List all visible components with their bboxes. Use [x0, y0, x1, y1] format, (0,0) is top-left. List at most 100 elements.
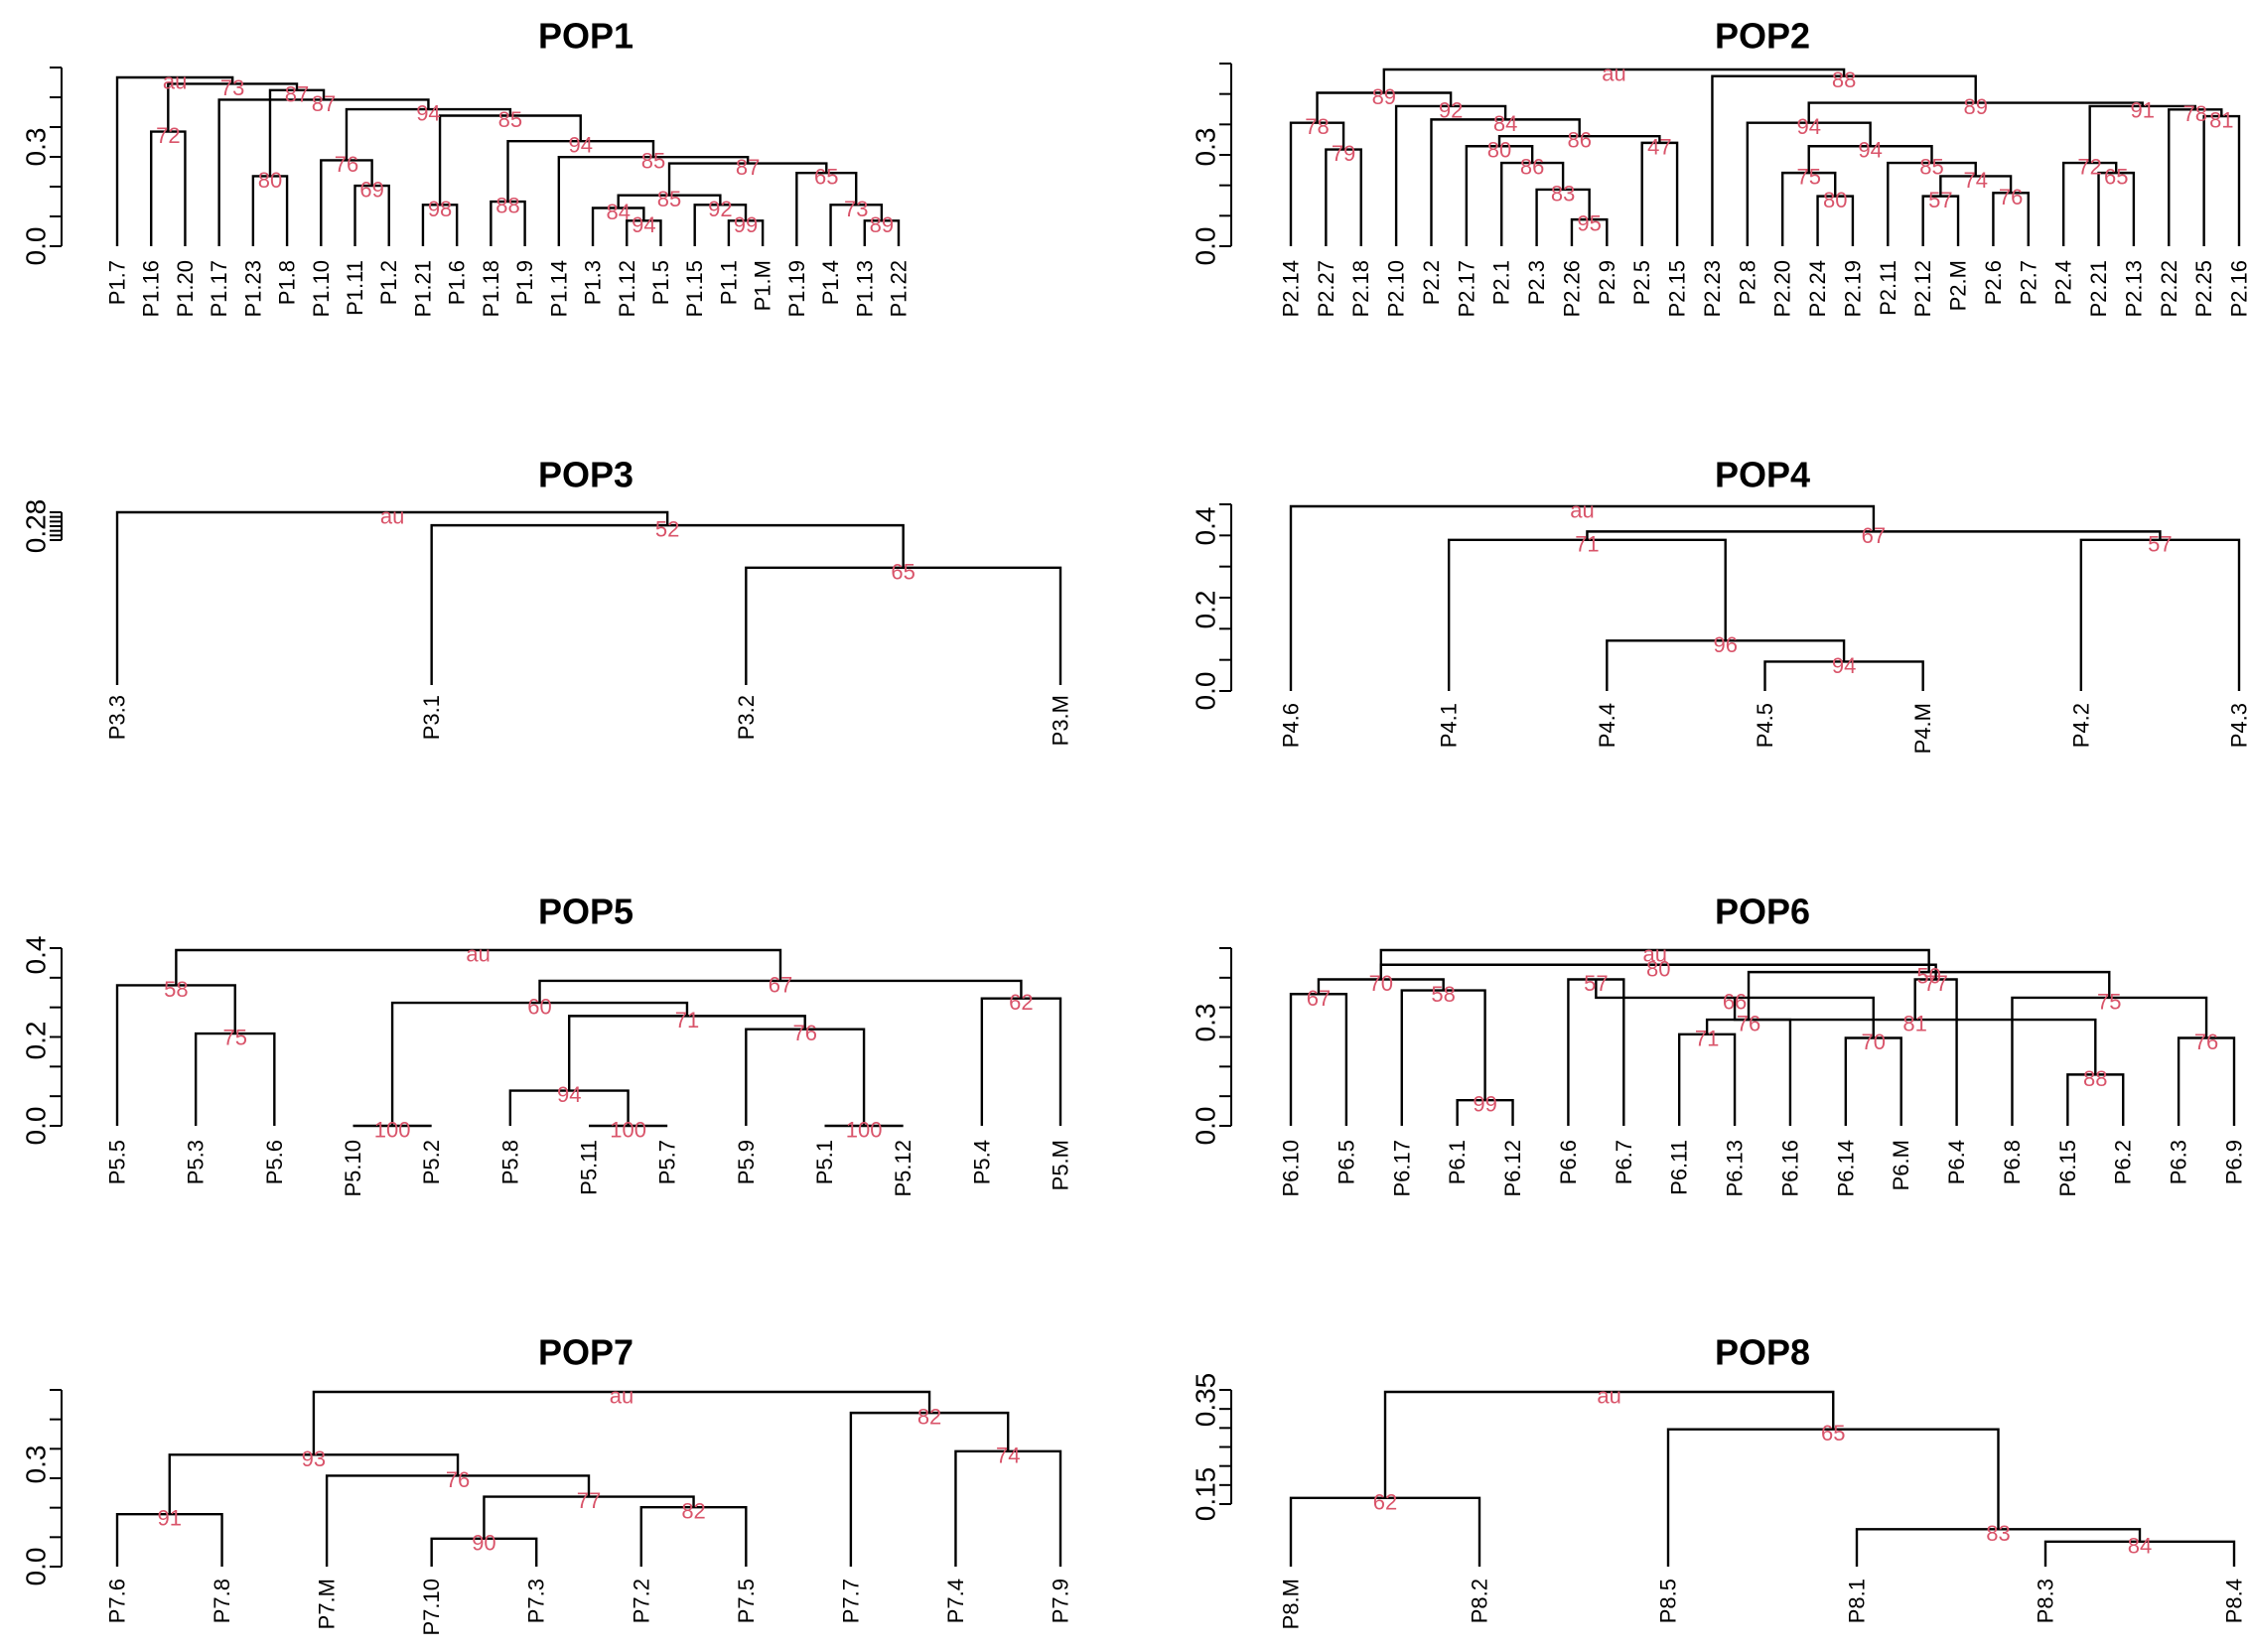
au-value-label: 67: [1862, 523, 1886, 548]
y-tick-label: 0.15: [1191, 1467, 1221, 1522]
dendrogram-links: [1289, 948, 2236, 1126]
dendrogram-link: [1379, 948, 1930, 980]
dendrogram-link: [353, 184, 390, 246]
y-tick-label: 0.3: [1191, 1004, 1221, 1042]
leaf-label: P2.15: [1665, 260, 1690, 318]
au-value-label: 85: [641, 149, 665, 174]
au-labels: 91 90 82 77 76 93 74 82 au: [158, 1384, 1021, 1556]
au-value-label: 57: [2148, 531, 2172, 556]
leaf-label: P2.12: [1910, 260, 1935, 318]
leaf-label: P2.18: [1348, 260, 1373, 318]
leaf-label: P5.7: [655, 1140, 680, 1184]
leaf-label: P1.22: [887, 260, 912, 318]
leaf-label: P2.M: [1946, 260, 1971, 311]
dendrogram-link: [268, 88, 326, 177]
au-value-label: 85: [498, 107, 522, 132]
leaf-label: P6.2: [2111, 1140, 2136, 1184]
leaf-label: P2.20: [1770, 260, 1795, 318]
au-value-label: 94: [632, 212, 655, 237]
leaf-label: P6.4: [1944, 1140, 1969, 1184]
leaf-label: P2.19: [1840, 260, 1865, 318]
au-value-label: 81: [1902, 1012, 1926, 1036]
leaf-label: P2.1: [1489, 260, 1514, 305]
dendrogram-link: [1456, 1098, 1514, 1126]
leaf-label: P8.5: [1656, 1579, 1681, 1623]
panel-title: POP3: [538, 455, 633, 495]
dendrogram-link: [980, 997, 1062, 1126]
y-tick-label: 0.4: [1191, 507, 1221, 546]
panel-title: POP4: [1715, 455, 1810, 495]
leaf-labels: P7.6 P7.8 P7.M P7.10 P7.3 P7.2 P7.5 P7.7 P7.4 P7.…: [105, 1579, 1073, 1636]
dendrogram-link: [1666, 1428, 2000, 1567]
leaf-label: P6.5: [1334, 1140, 1358, 1184]
dendrogram-link: [1711, 74, 1977, 246]
leaf-label: P2.24: [1805, 260, 1830, 318]
leaf-label: P6.8: [2000, 1140, 2025, 1184]
au-value-label: 66: [1723, 989, 1747, 1014]
dendrogram-link: [2168, 108, 2223, 246]
dendrogram-link: [745, 566, 1062, 685]
leaf-label: P1.13: [852, 260, 877, 318]
au-value-label: 69: [359, 178, 383, 203]
au-value-label: 84: [1493, 111, 1517, 136]
leaf-label: P6.10: [1279, 1140, 1304, 1197]
leaf-label: P6.11: [1667, 1140, 1692, 1195]
dendrogram-link: [421, 204, 459, 246]
au-value-label: 77: [1923, 971, 1947, 996]
dendrogram-links: [115, 510, 1062, 685]
dendrogram-panel-3: POP3 0.28 65 52 au P3.3 P3.1 P3.2 P3.M: [21, 455, 1073, 747]
leaf-label: P7.5: [734, 1579, 759, 1623]
au-value-label: 86: [1567, 128, 1591, 153]
leaf-label: P4.1: [1437, 703, 1462, 748]
leaf-label: P2.3: [1524, 260, 1549, 305]
au-value-label: 65: [891, 559, 914, 584]
au-value-label: 82: [681, 1499, 705, 1524]
au-value-label: 92: [1439, 97, 1463, 122]
leaf-label: P5.5: [105, 1140, 130, 1184]
dendrogram-link: [1807, 101, 2144, 123]
leaf-label: P6.12: [1500, 1140, 1525, 1197]
au-value-label: 70: [1862, 1030, 1886, 1054]
au-value-label: 76: [1737, 1012, 1760, 1036]
au-value-label: 80: [1487, 138, 1511, 163]
au-value-label: au: [1570, 498, 1594, 523]
au-value-label: 87: [312, 91, 336, 116]
au-value-label: 91: [158, 1506, 182, 1531]
leaf-labels: P2.14 P2.27 P2.18 P2.10 P2.2 P2.17 P2.1 P2.3 P2.…: [1279, 260, 2250, 318]
y-axis: 0.15 0.35: [1191, 1373, 1232, 1522]
dendrogram-link: [1939, 175, 2013, 197]
au-value-label: 60: [527, 995, 551, 1020]
leaf-label: P1.3: [581, 260, 606, 305]
au-value-label: au: [1602, 62, 1625, 86]
dendrogram-link: [667, 162, 828, 196]
au-value-label: 65: [1821, 1421, 1845, 1446]
au-value-label: 96: [1713, 632, 1737, 657]
dendrogram-link: [1606, 639, 1846, 691]
leaf-label: P1.2: [376, 260, 401, 305]
dendrogram-link: [2011, 996, 2208, 1126]
au-value-label: 89: [1372, 84, 1396, 109]
leaf-label: P1.17: [207, 260, 231, 318]
au-value-label: 94: [1796, 114, 1820, 139]
au-value-label: 95: [1577, 211, 1601, 236]
au-value-label: 80: [258, 168, 282, 193]
dendrogram-link: [954, 1449, 1062, 1567]
dendrogram-link: [251, 175, 289, 246]
dendrogram-link: [849, 1411, 1010, 1567]
leaf-label: P8.1: [1845, 1579, 1870, 1623]
y-tick-label: 0.0: [1191, 672, 1221, 711]
leaf-label: P2.8: [1735, 260, 1759, 305]
au-value-label: 99: [734, 212, 758, 237]
leaf-labels: P8.M P8.2 P8.5 P8.1 P8.3 P8.4: [1279, 1579, 2247, 1629]
au-value-label: 71: [675, 1008, 699, 1032]
leaf-label: P8.4: [2222, 1579, 2247, 1623]
leaf-label: P1.6: [445, 260, 470, 305]
leaf-label: P5.2: [419, 1140, 444, 1184]
leaf-label: P1.14: [546, 260, 571, 318]
leaf-label: P1.8: [275, 260, 300, 305]
leaf-label: P7.8: [210, 1579, 234, 1623]
dendrogram-link: [115, 510, 669, 685]
